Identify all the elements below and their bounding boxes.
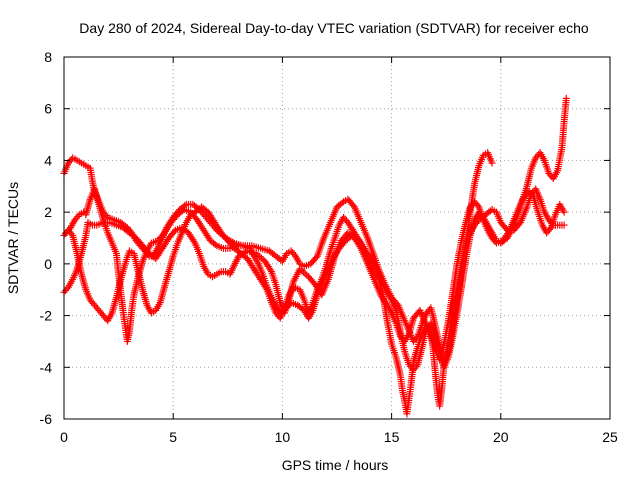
data-point	[74, 212, 82, 220]
data-point	[502, 225, 510, 233]
y-tick-label: 0	[44, 256, 52, 272]
data-point	[290, 250, 298, 258]
data-point	[63, 285, 71, 293]
data-point	[474, 201, 482, 209]
data-point	[65, 225, 73, 233]
axis-ticks: 0 5 10 15 20 25 -6 -4 -2 0 2 4 6 8	[40, 49, 618, 445]
x-tick-label: 25	[602, 429, 618, 445]
x-tick-label: 0	[60, 429, 68, 445]
series-trace-d	[62, 185, 568, 418]
data-point	[425, 325, 433, 333]
y-axis-label: SDTVAR / TECUs	[5, 182, 21, 294]
data-point	[548, 219, 556, 227]
x-axis-label: GPS time / hours	[282, 457, 389, 473]
x-tick-label: 15	[384, 429, 400, 445]
chart-title: Day 280 of 2024, Sidereal Day-to-day VTE…	[79, 20, 589, 36]
x-tick-label: 20	[493, 429, 509, 445]
data-point	[562, 94, 570, 102]
data-point	[211, 240, 219, 248]
data-point	[312, 254, 320, 262]
x-tick-label: 10	[275, 429, 291, 445]
y-tick-label: -4	[40, 359, 53, 375]
data-point	[560, 208, 568, 216]
data-point	[338, 199, 346, 207]
y-tick-label: -2	[40, 308, 53, 324]
y-tick-label: -6	[40, 411, 53, 427]
data-points	[60, 94, 570, 418]
data-point	[67, 230, 75, 238]
data-point	[474, 218, 482, 226]
data-point	[190, 237, 198, 245]
data-point	[488, 159, 496, 167]
y-tick-label: 6	[44, 101, 52, 117]
data-point	[560, 221, 568, 229]
y-tick-label: 4	[44, 152, 52, 168]
data-point	[373, 271, 381, 279]
data-point	[546, 225, 554, 233]
plot-frame	[63, 56, 611, 420]
data-point	[266, 266, 274, 274]
x-tick-label: 5	[169, 429, 177, 445]
y-tick-label: 2	[44, 204, 52, 220]
y-tick-label: 8	[44, 49, 52, 65]
